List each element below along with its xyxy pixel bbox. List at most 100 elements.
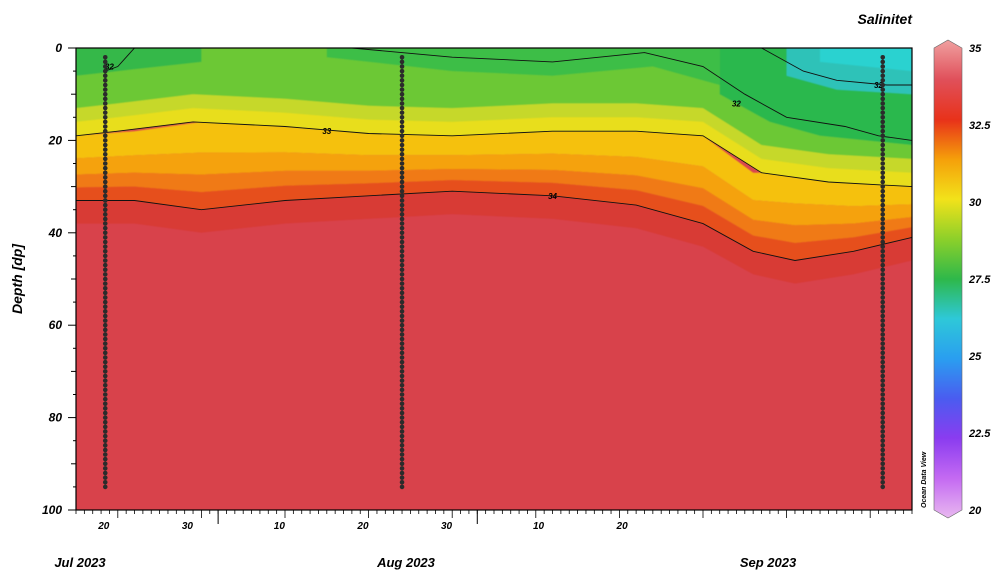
- sample-point: [880, 304, 886, 310]
- sample-point: [880, 359, 886, 365]
- sample-point: [399, 142, 405, 148]
- sample-point: [880, 415, 886, 420]
- sample-point: [399, 456, 405, 462]
- sample-point: [399, 110, 405, 115]
- salinity-band-fresh-aug: [326, 48, 720, 85]
- contour-line-32: [351, 48, 912, 141]
- sample-point: [399, 470, 405, 476]
- sample-point: [102, 82, 108, 88]
- sample-point: [399, 475, 405, 480]
- sample-point: [399, 415, 405, 420]
- sample-point: [399, 124, 405, 129]
- sample-point: [399, 387, 405, 393]
- sample-point: [399, 378, 405, 383]
- sample-point: [102, 216, 108, 222]
- sample-point: [880, 336, 886, 342]
- sample-point: [102, 267, 108, 273]
- sample-point: [399, 341, 405, 346]
- sample-point: [399, 87, 405, 92]
- sample-point: [102, 470, 108, 476]
- sample-point: [399, 184, 405, 189]
- station-profile: [880, 54, 886, 490]
- colorbar-tick-label: 27.5: [968, 274, 991, 286]
- sample-point: [399, 309, 405, 314]
- sample-point: [880, 64, 886, 69]
- sample-point: [399, 350, 405, 356]
- colorbar-tick-label: 35: [969, 43, 982, 55]
- sample-point: [399, 216, 405, 222]
- sample-point: [102, 230, 108, 236]
- sample-point: [399, 119, 405, 125]
- sample-point: [880, 433, 886, 439]
- sample-point: [880, 322, 886, 328]
- salinity-band-33-34-1: [76, 152, 912, 226]
- x-tick-label: 20: [616, 521, 629, 532]
- sample-point: [399, 230, 405, 236]
- sample-point: [880, 373, 886, 379]
- sample-point: [102, 475, 108, 480]
- sample-point: [399, 452, 405, 457]
- x-tick-label: 20: [356, 521, 369, 532]
- sample-point: [102, 262, 108, 268]
- contour-label-34: 34: [548, 192, 557, 201]
- sample-point: [880, 78, 886, 83]
- sample-point: [880, 91, 886, 97]
- sample-point: [880, 248, 886, 254]
- sample-point: [399, 346, 405, 351]
- sample-point: [399, 322, 405, 328]
- sample-point: [880, 350, 886, 356]
- sample-point: [880, 161, 886, 166]
- sample-point: [880, 193, 886, 199]
- sample-point: [880, 133, 886, 139]
- sample-point: [399, 212, 405, 217]
- sample-point: [880, 138, 886, 143]
- sample-point: [102, 322, 108, 328]
- sample-point: [880, 253, 886, 259]
- sample-point: [102, 276, 108, 282]
- colorbar-tick-label: 30: [969, 197, 982, 209]
- sample-point: [102, 175, 108, 180]
- sample-point: [399, 147, 405, 152]
- x-tick-label: 30: [182, 521, 194, 532]
- sample-point: [880, 142, 886, 148]
- sample-point: [399, 290, 405, 296]
- sample-point: [102, 142, 108, 148]
- salinity-band-33-34-2: [76, 169, 912, 243]
- sample-point: [102, 364, 108, 370]
- sample-point: [880, 82, 886, 88]
- sample-point: [102, 207, 108, 212]
- sample-point: [102, 170, 108, 176]
- sample-point: [102, 346, 108, 351]
- sample-point: [880, 346, 886, 351]
- sample-point: [880, 341, 886, 346]
- sample-point: [102, 309, 108, 314]
- sample-point: [880, 68, 886, 74]
- contour-label-33: 33: [322, 127, 331, 136]
- x-tick-label: 10: [533, 521, 545, 532]
- sample-point: [102, 151, 108, 157]
- sample-point: [399, 68, 405, 74]
- x-month-label: Aug 2023: [376, 555, 436, 570]
- sample-point: [102, 355, 108, 360]
- x-axis: 20 30 10 20 30 10 20 Jul 2023 Aug 2023 Sep 2023: [54, 510, 913, 570]
- sample-point: [880, 216, 886, 222]
- sample-point: [102, 59, 108, 65]
- watermark-text: Ocean Data View: [921, 451, 928, 508]
- sample-point: [102, 165, 108, 171]
- sample-point: [399, 73, 405, 79]
- sample-point: [880, 295, 886, 300]
- sample-point: [102, 461, 108, 467]
- sample-point: [102, 73, 108, 79]
- sample-point: [880, 452, 886, 457]
- sample-point: [399, 466, 405, 471]
- y-tick-label: 40: [48, 226, 63, 240]
- salinity-band-33-edge: [76, 108, 912, 187]
- sample-point: [399, 429, 405, 434]
- y-tick-label: 0: [55, 41, 62, 55]
- sample-point: [399, 170, 405, 176]
- sample-point: [399, 438, 405, 444]
- sample-point: [880, 156, 886, 162]
- sample-point: [399, 295, 405, 300]
- sample-point: [102, 179, 108, 185]
- sample-point: [102, 198, 108, 203]
